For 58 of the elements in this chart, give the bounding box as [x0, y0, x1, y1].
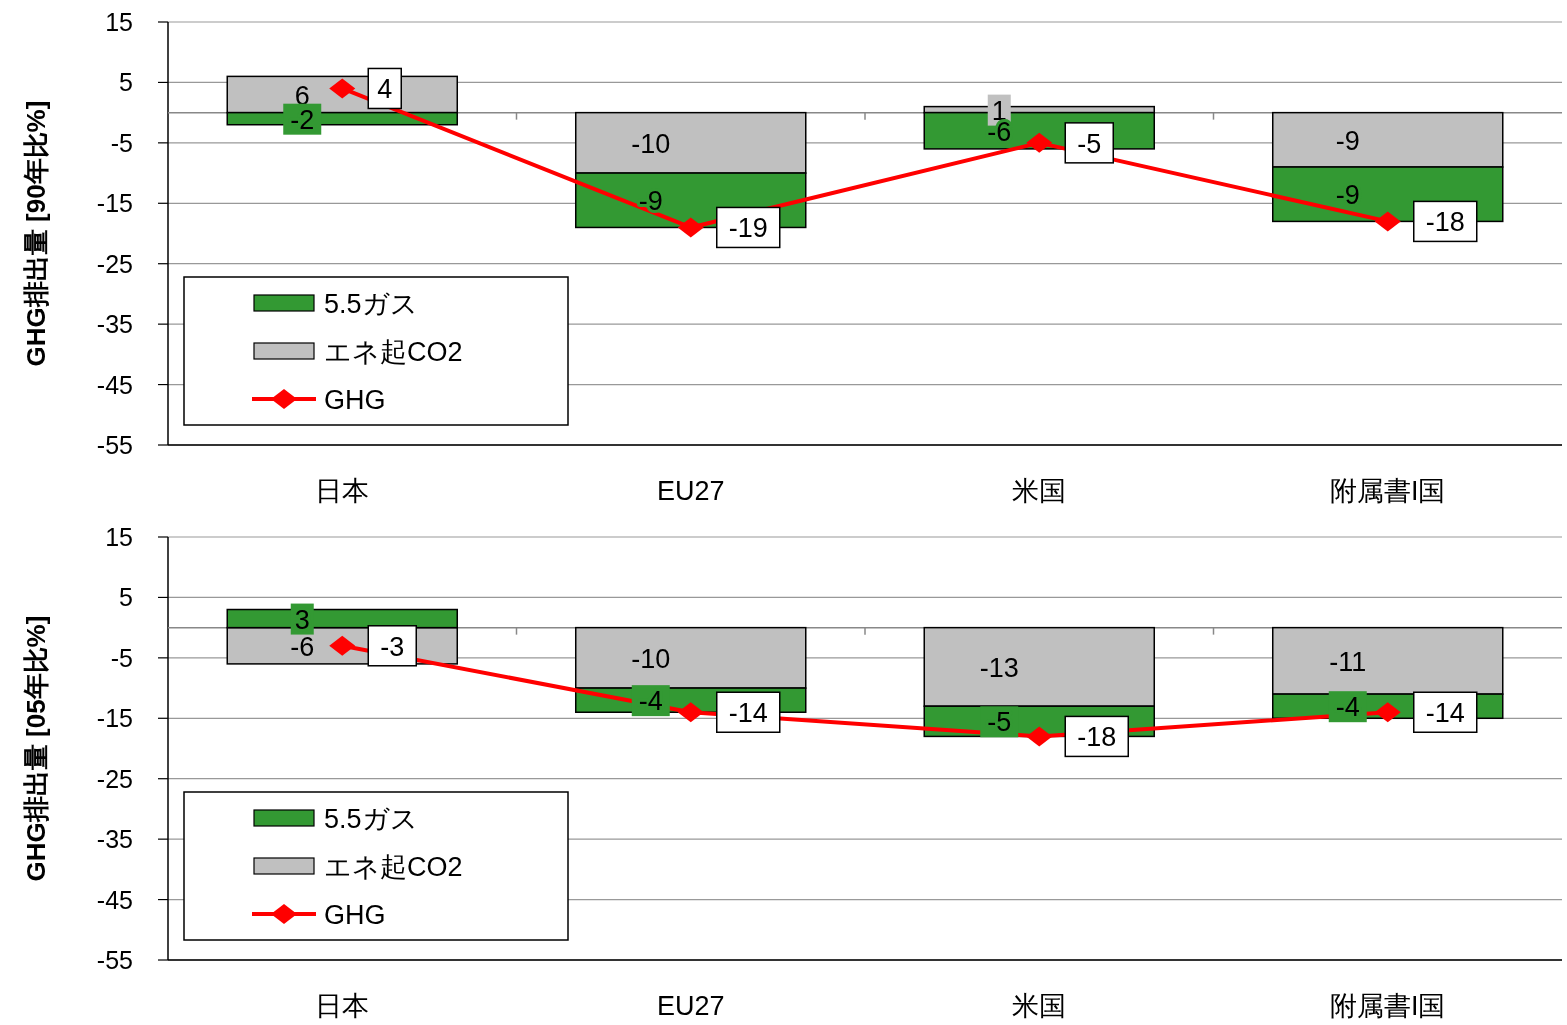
y-tick-label: -15 [96, 189, 133, 218]
data-label: -5 [1077, 128, 1102, 159]
y-tick-label: 5 [119, 68, 133, 97]
legend-label: エネ起CO2 [324, 337, 463, 367]
data-label: -10 [631, 643, 671, 674]
point [1026, 132, 1053, 153]
y-tick-label: 5 [119, 583, 133, 612]
data-label: -14 [1425, 698, 1465, 729]
y-tick-label: -15 [96, 704, 133, 733]
y-tick-label: -55 [96, 946, 133, 974]
data-label: -18 [1077, 722, 1117, 753]
point [1374, 702, 1401, 723]
y-tick-label: -35 [96, 825, 133, 854]
data-label: -11 [1329, 646, 1367, 677]
data-label: -9 [1335, 125, 1360, 156]
x-tick-label: 附属書I国 [1329, 991, 1446, 1021]
data-label: -9 [638, 186, 663, 217]
y-tick-label: -25 [96, 249, 133, 278]
data-label: -18 [1425, 207, 1465, 238]
data-label: -4 [638, 686, 663, 717]
point [329, 78, 356, 99]
x-tick-label: 米国 [1012, 476, 1067, 506]
x-tick-label: 附属書I国 [1329, 476, 1446, 506]
y-axis-title: GHG排出量 [05年比%] [21, 615, 51, 882]
y-tick-label: -35 [96, 310, 133, 339]
point [677, 702, 704, 723]
data-label: -19 [728, 213, 768, 244]
x-tick-label: EU27 [656, 476, 725, 506]
data-label: -10 [631, 128, 671, 159]
y-tick-label: 15 [105, 523, 133, 551]
legend-label: GHG [324, 385, 386, 415]
data-label: 4 [377, 74, 393, 105]
data-label: -5 [987, 707, 1012, 738]
data-label: -3 [380, 631, 405, 662]
y-tick-label: -45 [96, 370, 133, 399]
legend-label: エネ起CO2 [324, 852, 463, 882]
y-tick-label: -55 [96, 431, 133, 459]
y-tick-label: -25 [96, 764, 133, 793]
data-label: -13 [979, 652, 1019, 683]
y-tick-label: -5 [110, 128, 133, 157]
data-label: -4 [1335, 692, 1360, 723]
legend-label: 5.5ガス [324, 289, 418, 319]
data-label: -9 [1335, 180, 1360, 211]
x-tick-label: 日本 [315, 991, 370, 1021]
point [329, 635, 356, 656]
y-axis-title: GHG排出量 [90年比%] [21, 100, 51, 367]
legend-label: GHG [324, 900, 386, 930]
y-tick-label: -45 [96, 885, 133, 914]
x-tick-label: 米国 [1012, 991, 1067, 1021]
point [1374, 211, 1401, 232]
y-tick-label: -5 [110, 643, 133, 672]
point [1026, 726, 1053, 747]
point [677, 217, 704, 238]
y-tick-label: 15 [105, 8, 133, 36]
data-label: -14 [728, 698, 768, 729]
x-tick-label: 日本 [315, 476, 370, 506]
legend-label: 5.5ガス [324, 804, 418, 834]
x-tick-label: EU27 [656, 991, 725, 1021]
